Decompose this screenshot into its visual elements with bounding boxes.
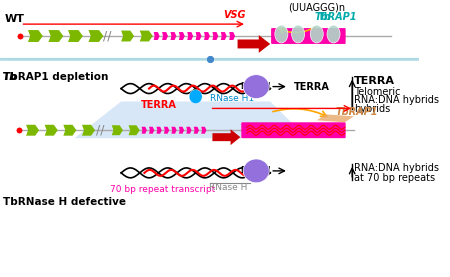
Polygon shape xyxy=(179,127,184,134)
Polygon shape xyxy=(201,127,207,134)
Polygon shape xyxy=(129,125,140,135)
Polygon shape xyxy=(121,30,134,42)
Text: Tb: Tb xyxy=(318,12,332,22)
Polygon shape xyxy=(221,32,227,40)
Polygon shape xyxy=(189,90,202,104)
Polygon shape xyxy=(142,127,147,134)
Text: TbRAP1: TbRAP1 xyxy=(314,12,357,22)
Text: RNAP I: RNAP I xyxy=(242,166,271,175)
Polygon shape xyxy=(89,30,104,42)
Text: RNA:DNA hybrids: RNA:DNA hybrids xyxy=(354,163,439,173)
Polygon shape xyxy=(49,30,63,42)
Polygon shape xyxy=(45,125,58,136)
Polygon shape xyxy=(204,32,210,40)
Polygon shape xyxy=(194,127,199,134)
Polygon shape xyxy=(164,127,169,134)
Text: at 70 bp repeats: at 70 bp repeats xyxy=(354,173,435,183)
Polygon shape xyxy=(68,30,83,42)
Polygon shape xyxy=(140,30,153,42)
Ellipse shape xyxy=(327,25,340,43)
Text: RNase H1: RNase H1 xyxy=(210,94,254,103)
Text: //: // xyxy=(103,30,112,42)
Ellipse shape xyxy=(310,25,323,43)
Ellipse shape xyxy=(243,75,269,99)
Text: TERRA: TERRA xyxy=(140,101,176,111)
Polygon shape xyxy=(196,32,202,40)
Polygon shape xyxy=(187,32,193,40)
Text: TbRAP1 depletion: TbRAP1 depletion xyxy=(3,72,108,82)
Text: 70 bp repeat transcript: 70 bp repeat transcript xyxy=(110,185,216,194)
Text: Tb: Tb xyxy=(3,72,17,82)
Polygon shape xyxy=(112,125,123,135)
Polygon shape xyxy=(317,114,354,122)
Polygon shape xyxy=(238,35,270,53)
Polygon shape xyxy=(63,125,76,136)
Text: TbRAP1: TbRAP1 xyxy=(335,107,378,117)
Polygon shape xyxy=(82,125,95,136)
Polygon shape xyxy=(154,32,160,40)
Polygon shape xyxy=(149,127,154,134)
Text: RNA:DNA hybrids: RNA:DNA hybrids xyxy=(354,96,439,106)
Polygon shape xyxy=(179,32,185,40)
Polygon shape xyxy=(212,129,240,145)
Polygon shape xyxy=(28,30,43,42)
Ellipse shape xyxy=(292,25,305,43)
Text: TbRNase H defective: TbRNase H defective xyxy=(3,197,126,207)
Text: //: // xyxy=(96,124,105,137)
Polygon shape xyxy=(229,32,235,40)
Polygon shape xyxy=(75,101,307,138)
Polygon shape xyxy=(171,127,177,134)
Ellipse shape xyxy=(243,159,269,183)
Polygon shape xyxy=(186,127,192,134)
Polygon shape xyxy=(157,127,162,134)
Ellipse shape xyxy=(275,25,288,43)
Polygon shape xyxy=(26,125,39,136)
Text: WT: WT xyxy=(4,14,25,24)
Text: RNase H: RNase H xyxy=(209,183,248,192)
Text: (UUAGGG)n: (UUAGGG)n xyxy=(288,2,345,12)
Text: VSG: VSG xyxy=(224,10,246,20)
FancyBboxPatch shape xyxy=(271,28,346,44)
Polygon shape xyxy=(171,32,176,40)
Text: Telomeric: Telomeric xyxy=(354,86,400,97)
Text: TERRA: TERRA xyxy=(354,76,395,86)
Text: TERRA: TERRA xyxy=(293,82,329,92)
Polygon shape xyxy=(162,32,168,40)
Text: RNAP I: RNAP I xyxy=(242,82,271,91)
FancyBboxPatch shape xyxy=(241,122,346,138)
Polygon shape xyxy=(212,32,218,40)
Text: hybrids: hybrids xyxy=(354,104,390,114)
